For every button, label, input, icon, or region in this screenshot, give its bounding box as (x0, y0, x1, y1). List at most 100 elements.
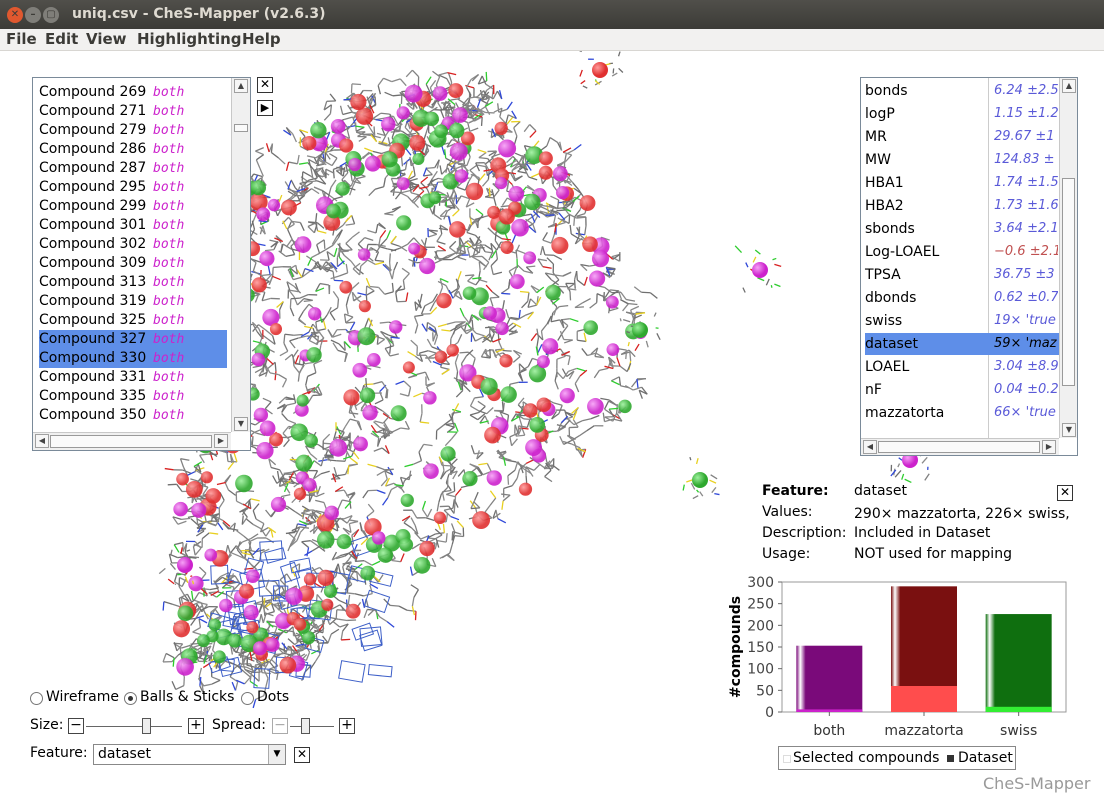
scroll-right-arrow-icon[interactable]: ▶ (1042, 440, 1056, 454)
size-slider-knob[interactable] (141, 718, 151, 734)
hscroll-thumb[interactable] (50, 435, 212, 448)
chevron-down-icon[interactable]: ▼ (268, 745, 285, 764)
scroll-thumb[interactable] (1062, 178, 1075, 386)
window-minimize-button[interactable]: – (25, 7, 41, 23)
feature-list-item[interactable]: dataset 59× 'maz (865, 333, 1059, 355)
feature-name: HBA1 (865, 175, 904, 191)
window-close-button[interactable]: ✕ (7, 7, 23, 23)
feature-list-item[interactable]: dbonds 0.62 ±0.7 (865, 287, 1059, 309)
menu-edit[interactable]: Edit (45, 30, 79, 48)
hscroll-thumb[interactable] (878, 441, 1040, 453)
scroll-left-arrow-icon[interactable]: ◀ (35, 434, 49, 448)
close-list-icon[interactable]: ✕ (257, 77, 273, 93)
molecule-3d-viewer[interactable] (0, 51, 1104, 796)
compound-list-item[interactable]: Compound 279 both (39, 121, 227, 140)
feature-list-item[interactable]: Log-LOAEL −0.6 ±2.1 (865, 241, 1059, 263)
feature-stat-value: 3.64 ±2.1 (994, 221, 1058, 236)
compound-name: Compound 299 (39, 198, 147, 214)
compound-dataset-tag: both (153, 294, 185, 309)
menu-view[interactable]: View (86, 30, 127, 48)
feature-list-item[interactable]: nF 0.04 ±0.2 (865, 379, 1059, 401)
size-slider-track[interactable] (86, 726, 182, 727)
compound-dataset-tag: both (153, 218, 185, 233)
feature-list-item[interactable]: logP 1.15 ±1.2 (865, 103, 1059, 125)
feature-list-item[interactable]: MR 29.67 ±1 (865, 126, 1059, 148)
compound-dataset-tag: both (153, 180, 185, 195)
menu-file[interactable]: File (6, 30, 37, 48)
compound-dataset-tag: both (153, 389, 185, 404)
feature-list-item[interactable]: LOAEL 3.04 ±8.9 (865, 356, 1059, 378)
compound-dataset-tag: both (153, 351, 185, 366)
scroll-thumb[interactable] (234, 124, 248, 132)
compound-list-item[interactable]: Compound 330 both (39, 349, 227, 368)
menubar: File Edit View Highlighting Help (0, 29, 1104, 51)
x-tick-label: swiss (1000, 723, 1037, 739)
feature-list-item[interactable]: TPSA 36.75 ±3 (865, 264, 1059, 286)
compound-list-item[interactable]: Compound 302 both (39, 235, 227, 254)
values-label: Values: (762, 504, 813, 520)
compound-list-item[interactable]: Compound 335 both (39, 387, 227, 406)
size-minus-button[interactable]: − (68, 718, 84, 734)
compound-list-scrollbar[interactable]: ▲ ▼ (231, 78, 250, 432)
feature-list[interactable]: ▲ ▼ ◀ ▶ bonds 6.24 ±2.5 logP 1.15 ±1.2 MR 29.… (860, 77, 1078, 456)
spread-slider-knob[interactable] (301, 718, 311, 734)
compound-list-item[interactable]: Compound 271 both (39, 102, 227, 121)
feature-select[interactable]: dataset ▼ (93, 744, 286, 765)
feature-list-item[interactable]: HBA1 1.74 ±1.5 (865, 172, 1059, 194)
scroll-left-arrow-icon[interactable]: ◀ (863, 440, 877, 454)
close-feature-info-icon[interactable]: ✕ (1057, 485, 1073, 501)
spread-slider-track[interactable] (290, 726, 334, 727)
compound-list-item[interactable]: Compound 319 both (39, 292, 227, 311)
compound-list-item[interactable]: Compound 313 both (39, 273, 227, 292)
feature-list-item[interactable]: swiss 19× 'true (865, 310, 1059, 332)
feature-list-item[interactable]: HBA2 1.73 ±1.6 (865, 195, 1059, 217)
feature-select-value: dataset (98, 746, 151, 762)
compound-list[interactable]: ▲ ▼ ◀ ▶ Compound 269 both Compound 271 both… (32, 77, 251, 451)
dots-label[interactable]: Dots (257, 689, 290, 705)
compound-list-item[interactable]: Compound 301 both (39, 216, 227, 235)
compound-list-item[interactable]: Compound 287 both (39, 159, 227, 178)
scroll-right-arrow-icon[interactable]: ▶ (214, 434, 228, 448)
feature-name: HBA2 (865, 198, 904, 214)
feature-stat-value: 0.62 ±0.7 (994, 290, 1058, 305)
feature-stat-value: 66× 'true (994, 405, 1056, 420)
compound-list-item[interactable]: Compound 295 both (39, 178, 227, 197)
feature-list-scrollbar[interactable]: ▲ ▼ (1059, 78, 1077, 438)
window-maximize-button[interactable]: ▢ (43, 7, 59, 23)
clear-feature-icon[interactable]: ✕ (294, 747, 310, 763)
compound-list-item[interactable]: Compound 325 both (39, 311, 227, 330)
wireframe-radio[interactable] (30, 692, 43, 705)
feature-stat-value: −0.6 ±2.1 (994, 244, 1058, 259)
size-plus-button[interactable]: + (188, 718, 204, 734)
compound-list-item[interactable]: Compound 309 both (39, 254, 227, 273)
description-label: Description: (762, 525, 847, 541)
balls-sticks-radio[interactable] (124, 692, 137, 705)
compound-dataset-tag: both (153, 237, 185, 252)
compound-list-item[interactable]: Compound 331 both (39, 368, 227, 387)
dots-radio[interactable] (241, 692, 254, 705)
wireframe-label[interactable]: Wireframe (46, 689, 120, 705)
compound-name: Compound 319 (39, 293, 147, 309)
feature-list-item[interactable]: bonds 6.24 ±2.5 (865, 80, 1059, 102)
legend-swatch-selected (783, 755, 791, 763)
scroll-down-arrow-icon[interactable]: ▼ (1062, 423, 1076, 437)
play-icon[interactable]: ▶ (257, 100, 273, 116)
spread-minus-button[interactable]: − (272, 718, 288, 734)
scroll-up-arrow-icon[interactable]: ▲ (234, 79, 248, 93)
feature-list-item[interactable]: mazzatorta 66× 'true (865, 402, 1059, 424)
scroll-down-arrow-icon[interactable]: ▼ (234, 417, 248, 431)
spread-plus-button[interactable]: + (339, 718, 355, 734)
menu-help[interactable]: Help (242, 30, 281, 48)
compound-list-hscrollbar[interactable]: ◀ ▶ (33, 432, 231, 450)
compound-list-item[interactable]: Compound 269 both (39, 83, 227, 102)
feature-list-item[interactable]: sbonds 3.64 ±2.1 (865, 218, 1059, 240)
compound-list-item[interactable]: Compound 350 both (39, 406, 227, 425)
compound-list-item[interactable]: Compound 327 both (39, 330, 227, 349)
balls-sticks-label[interactable]: Balls & Sticks (140, 689, 235, 705)
menu-highlighting[interactable]: Highlighting (137, 30, 242, 48)
feature-list-item[interactable]: MW 124.83 ± (865, 149, 1059, 171)
compound-list-item[interactable]: Compound 299 both (39, 197, 227, 216)
compound-list-item[interactable]: Compound 286 both (39, 140, 227, 159)
scroll-up-arrow-icon[interactable]: ▲ (1062, 79, 1076, 93)
feature-list-hscrollbar[interactable]: ◀ ▶ (861, 438, 1059, 455)
